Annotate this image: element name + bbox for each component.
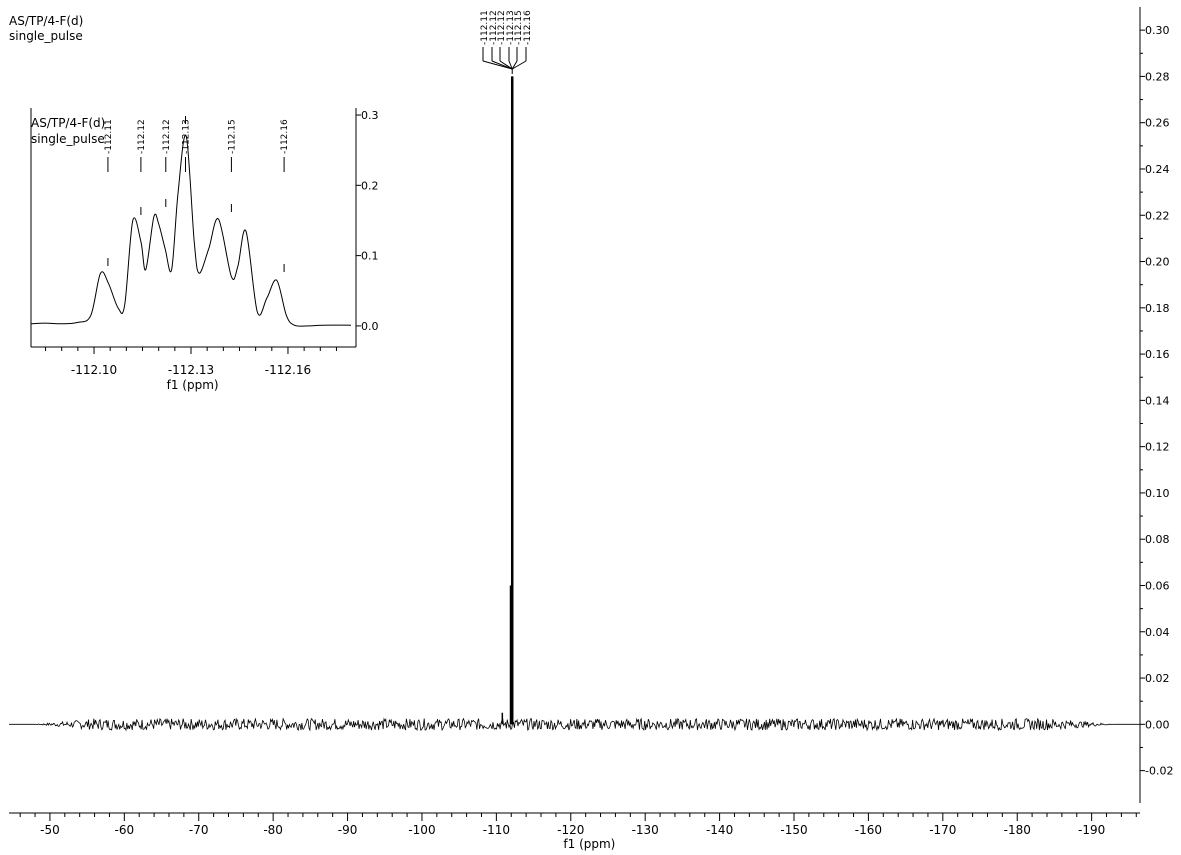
y-tick-label: 0.08 (1145, 533, 1170, 546)
x-tick-label: -100 (408, 823, 435, 837)
peak-label: -112.12 (489, 10, 499, 45)
inset-peak-label: -112.11 (104, 119, 114, 154)
y-tick-label: 0.02 (1145, 672, 1170, 685)
peak-label: -112.11 (480, 10, 490, 45)
inset-zoom-chart: 0.0 0.1 0.2 0.3 -112.10 -112.13 -112.16 f1 (ppm… (30, 108, 379, 392)
x-tick-label: -170 (929, 823, 956, 837)
y-tick-label: 0.30 (1145, 24, 1170, 37)
y-tick-label: 0.04 (1145, 626, 1170, 639)
inset-y-tick-label: 0.2 (361, 179, 379, 192)
x-tick-label: -150 (780, 823, 807, 837)
inset-background (31, 108, 351, 347)
peak-label: -112.13 (506, 10, 516, 45)
x-tick-label: -130 (632, 823, 659, 837)
inset-spectrum-line (30, 134, 352, 327)
spectrum-title: AS/TP/4-F(d) (9, 14, 84, 28)
y-tick-label: 0.12 (1145, 441, 1170, 454)
spectrum-baseline (9, 717, 1140, 732)
y-tick-label: 0.22 (1145, 209, 1170, 222)
inset-x-tick-label: -112.13 (168, 363, 214, 377)
x-tick-label: -190 (1078, 823, 1105, 837)
y-tick-label: 0.10 (1145, 487, 1170, 500)
inset-peak-label: -112.16 (280, 119, 290, 154)
inset-x-axis-label: f1 (ppm) (167, 378, 219, 392)
peak-label-leader (508, 60, 513, 70)
x-tick-label: -110 (483, 823, 510, 837)
inset-peak-label: -112.13 (182, 119, 192, 154)
x-axis-label: f1 (ppm) (563, 837, 615, 851)
peak-label-leader (482, 60, 513, 70)
peak-label: -112.12 (497, 10, 507, 45)
peak-label-leader (499, 60, 513, 70)
y-tick-label: 0.16 (1145, 348, 1170, 361)
y-tick-label: 0.20 (1145, 256, 1170, 269)
peak-label-leader (511, 60, 518, 70)
y-tick-label: 0.28 (1145, 70, 1170, 83)
x-tick-label: -80 (263, 823, 283, 837)
y-tick-label: -0.02 (1145, 765, 1173, 778)
inset-subtitle: single_pulse (31, 132, 105, 146)
peak-label: -112.16 (523, 10, 533, 45)
inset-y-tick-label: 0.0 (361, 320, 379, 333)
y-tick-label: 0.14 (1145, 394, 1170, 407)
inset-title: AS/TP/4-F(d) (31, 116, 105, 130)
y-tick-label: 0.24 (1145, 163, 1170, 176)
main-spectrum-chart: -50 -60 -70 -80 -90 -100 -110 -120 -130 -140 -150 -… (9, 7, 1173, 851)
peak-label-leader (491, 60, 513, 70)
x-tick-label: -70 (189, 823, 209, 837)
spectrum-subtitle: single_pulse (9, 29, 83, 43)
x-tick-label: -50 (40, 823, 60, 837)
x-tick-label: -60 (115, 823, 135, 837)
peak-label: -112.15 (514, 10, 524, 45)
y-tick-label: 0.00 (1145, 718, 1170, 731)
inset-x-tick-label: -112.16 (265, 363, 311, 377)
inset-y-tick-label: 0.3 (361, 109, 379, 122)
x-tick-label: -180 (1004, 823, 1031, 837)
y-tick-label: 0.26 (1145, 117, 1170, 130)
peak-label-leader (511, 60, 527, 70)
inset-peak-label: -112.15 (227, 119, 237, 154)
y-tick-label: 0.06 (1145, 579, 1170, 592)
x-tick-label: -120 (557, 823, 584, 837)
inset-y-tick-label: 0.1 (361, 250, 379, 263)
x-tick-label: -90 (338, 823, 358, 837)
x-tick-label: -160 (855, 823, 882, 837)
y-tick-label: 0.18 (1145, 302, 1170, 315)
x-tick-label: -140 (706, 823, 733, 837)
inset-peak-label: -112.12 (137, 119, 147, 154)
inset-x-tick-label: -112.10 (71, 363, 117, 377)
inset-peak-label: -112.12 (162, 119, 172, 154)
